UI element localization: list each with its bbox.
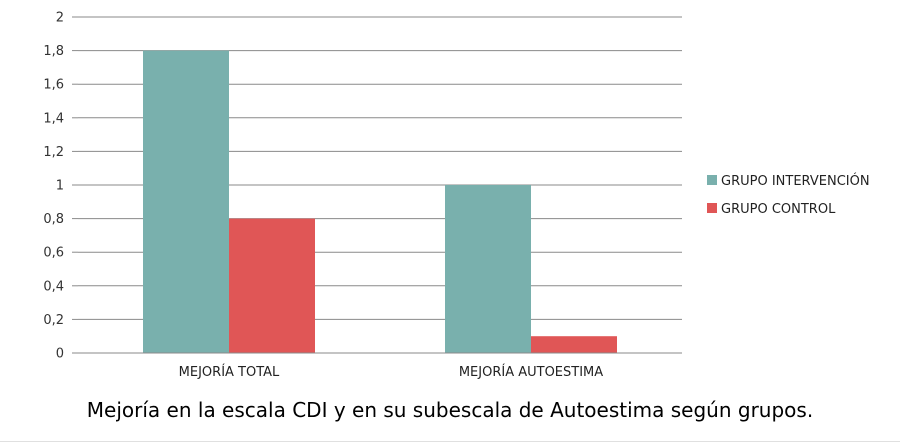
y-tick-label: 0 bbox=[56, 347, 64, 362]
legend-label: GRUPO INTERVENCIÓN bbox=[721, 173, 870, 189]
y-tick-label: 1,8 bbox=[43, 44, 64, 59]
figure-caption: Mejoría en la escala CDI y en su subesca… bbox=[86, 398, 814, 422]
legend-swatch bbox=[707, 203, 717, 213]
x-category-label: MEJORÍA TOTAL bbox=[179, 364, 280, 380]
y-tick-label: 1,6 bbox=[43, 78, 64, 93]
x-category-label: MEJORÍA AUTOESTIMA bbox=[459, 364, 603, 380]
bottom-divider bbox=[0, 441, 900, 442]
x-axis-category-labels: MEJORÍA TOTAL MEJORÍA AUTOESTIMA bbox=[179, 364, 604, 380]
y-tick-label: 0,6 bbox=[43, 246, 64, 261]
legend: GRUPO INTERVENCIÓN GRUPO CONTROL bbox=[707, 173, 870, 217]
y-axis-tick-labels: 0 0,2 0,4 0,6 0,8 1 1,2 1,4 1,6 1,8 2 bbox=[43, 11, 64, 362]
bar bbox=[445, 185, 531, 353]
bar bbox=[229, 218, 315, 353]
legend-label: GRUPO CONTROL bbox=[721, 202, 836, 217]
y-tick-label: 2 bbox=[56, 11, 64, 26]
y-tick-label: 1,4 bbox=[43, 111, 64, 126]
bars bbox=[143, 50, 617, 353]
y-tick-label: 1 bbox=[56, 179, 64, 194]
y-tick-label: 0,2 bbox=[43, 313, 64, 328]
legend-swatch bbox=[707, 175, 717, 185]
y-tick-label: 0,8 bbox=[43, 212, 64, 227]
bar bbox=[531, 336, 617, 353]
y-tick-label: 1,2 bbox=[43, 145, 64, 160]
bar bbox=[143, 50, 229, 353]
y-tick-label: 0,4 bbox=[43, 279, 64, 294]
